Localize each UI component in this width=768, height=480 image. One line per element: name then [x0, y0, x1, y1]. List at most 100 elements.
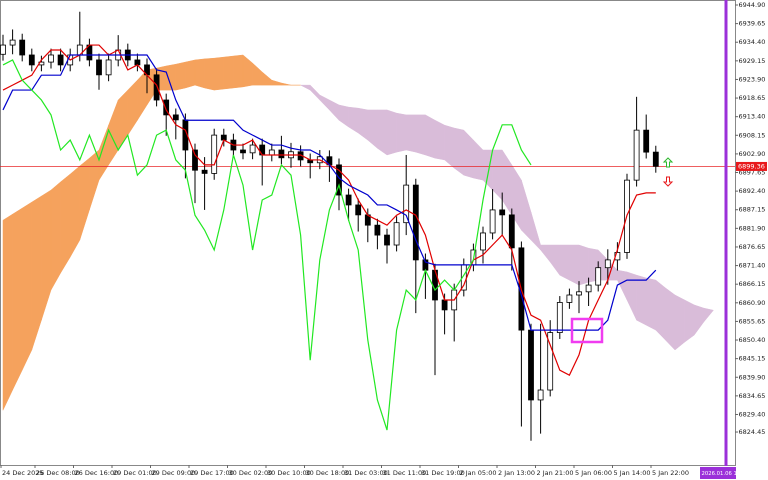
x-tick-label: 2 Jan 21:00 — [537, 469, 574, 477]
cloud-segment — [213, 56, 225, 91]
candle-body — [537, 389, 544, 401]
y-tick-label: 6866.15 — [739, 280, 766, 288]
candle-body — [134, 59, 141, 66]
x-tick-label: 30 Dec 10:00 — [267, 469, 311, 477]
y-tick-label: 6824.45 — [739, 428, 766, 436]
candle-body — [201, 169, 208, 174]
price-axis — [736, 0, 768, 466]
candle-body — [556, 302, 563, 333]
cloud-segment — [453, 127, 465, 176]
candle-body — [220, 134, 227, 141]
y-tick-label: 6871.40 — [739, 262, 766, 270]
candle-body — [172, 114, 179, 121]
cloud-segment — [50, 181, 61, 291]
cloud-segment — [175, 61, 186, 91]
y-tick-label: 6892.40 — [739, 187, 766, 195]
cloud-segment — [60, 173, 71, 274]
cloud-segment — [396, 112, 407, 153]
y-tick-label: 6834.65 — [739, 392, 766, 400]
candle-body — [278, 149, 285, 159]
y-tick-label: 6850.40 — [739, 336, 766, 344]
cloud-segment — [415, 114, 426, 156]
time-marker-box — [700, 467, 736, 479]
y-tick-label: 6918.65 — [739, 94, 766, 102]
candle-body — [633, 129, 640, 181]
up-arrow — [662, 157, 674, 168]
cloud-segment — [655, 279, 666, 341]
current-price-label: 6899.36 — [738, 162, 765, 170]
y-tick-label: 6897.65 — [739, 169, 766, 177]
y-tick-label: 6839.90 — [739, 373, 766, 381]
x-tick-label: 31 Dec 03:00 — [344, 469, 388, 477]
x-tick-label: 30 Dec 02:00 — [229, 469, 273, 477]
candle-body — [412, 184, 419, 261]
candle-body — [595, 267, 602, 286]
candle-body — [9, 39, 16, 46]
x-tick-label: 31 Dec 11:00 — [383, 469, 427, 477]
cloud-segment — [703, 307, 714, 323]
time-marker-label: 2026.01.06 13:00 — [702, 471, 750, 477]
y-tick-label: 6902.90 — [739, 150, 766, 158]
candle-body — [384, 234, 390, 246]
cloud-segment — [665, 287, 676, 351]
candle-body — [508, 214, 515, 249]
candle-body — [643, 129, 650, 153]
x-tick-label: 2 Jan 05:00 — [460, 469, 497, 477]
layers — [0, 11, 735, 441]
candle-body — [547, 332, 554, 391]
x-tick-label: 5 Jan 06:00 — [575, 469, 612, 477]
candle-body — [604, 259, 611, 269]
y-tick-label: 6855.65 — [739, 317, 766, 325]
cloud-segment — [386, 109, 397, 156]
candle-body — [355, 204, 362, 216]
cloud-segment — [405, 114, 417, 153]
current-price-box — [736, 161, 767, 171]
x-tick-label: 31 Dec 19:00 — [421, 469, 465, 477]
cloud-segment — [684, 299, 695, 343]
candle-body — [105, 59, 112, 76]
candle-body — [499, 209, 506, 216]
candle-body — [249, 144, 256, 154]
candle-body — [28, 54, 35, 66]
y-tick-label: 6887.15 — [739, 206, 766, 214]
cloud-segment — [569, 244, 580, 286]
x-tick-label: 29 Dec 17:00 — [190, 469, 234, 477]
cloud-segment — [645, 277, 657, 331]
candle-body — [585, 284, 592, 293]
candle-body — [345, 194, 352, 206]
x-tick-label: 5 Jan 22:00 — [652, 469, 689, 477]
candle-body — [374, 224, 381, 236]
y-tick-label: 6913.40 — [739, 113, 766, 121]
candle-body — [566, 294, 573, 303]
candle-body — [489, 209, 496, 234]
candle-body — [480, 232, 486, 251]
x-tick-label: 29 Dec 01:00 — [113, 469, 157, 477]
x-tick-label: 26 Dec 08:00 — [36, 469, 80, 477]
cloud-segment — [434, 119, 445, 161]
y-tick-label: 6944.90 — [739, 1, 766, 9]
highlight-box — [570, 317, 604, 344]
y-tick-label: 6829.40 — [739, 410, 766, 418]
cloud-segment — [21, 201, 33, 371]
x-tick-label: 2 Jan 13:00 — [498, 469, 535, 477]
cloud-segment — [578, 244, 589, 286]
candle-body — [393, 222, 400, 246]
candle-body — [153, 74, 160, 101]
candle-body — [528, 329, 534, 401]
candle-body — [163, 99, 170, 116]
y-tick-label: 6845.15 — [739, 355, 766, 363]
candle-body — [211, 134, 218, 174]
cloud-segment — [185, 59, 196, 89]
candle-body — [96, 59, 102, 76]
cloud-segment — [425, 114, 436, 159]
x-tick-label: 26 Dec 16:00 — [75, 469, 119, 477]
candle-body — [48, 54, 54, 63]
cloud-segment — [559, 244, 570, 281]
cloud-segment — [223, 55, 234, 90]
y-tick-label: 6929.15 — [739, 57, 766, 65]
cloud-segment — [233, 54, 244, 89]
y-tick-label: 6939.65 — [739, 20, 766, 28]
y-tick-label: 6923.90 — [739, 75, 766, 83]
